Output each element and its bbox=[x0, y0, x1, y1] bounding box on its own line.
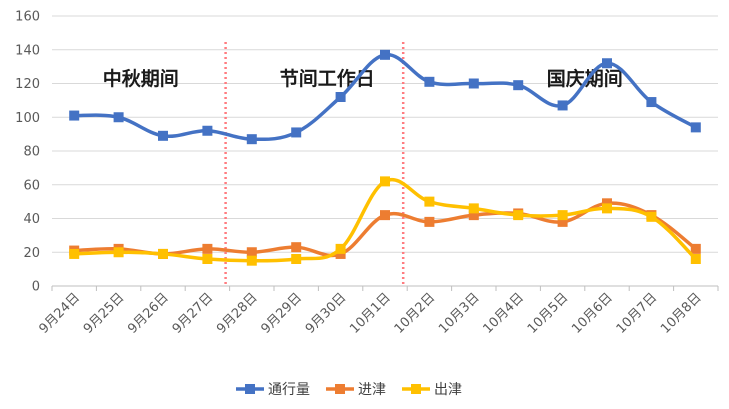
legend-item: 进津 bbox=[326, 382, 386, 398]
phase-annotation: 中秋期间 bbox=[103, 67, 179, 90]
data-point-marker bbox=[557, 216, 568, 227]
x-tick-label: 9月24日 bbox=[36, 290, 83, 337]
y-tick-label: 20 bbox=[23, 246, 40, 261]
data-point-marker bbox=[246, 134, 257, 145]
legend-swatch-marker bbox=[245, 384, 255, 394]
data-point-marker bbox=[335, 248, 346, 259]
data-point-marker bbox=[246, 247, 257, 258]
data-point-marker bbox=[602, 203, 612, 214]
legend: 通行量 进津 出津 bbox=[236, 382, 462, 398]
data-point-marker bbox=[513, 80, 524, 91]
data-point-marker bbox=[113, 112, 124, 123]
y-tick-label: 0 bbox=[32, 280, 40, 295]
data-point-marker bbox=[113, 247, 124, 258]
legend-swatch-marker bbox=[411, 384, 421, 394]
data-point-marker bbox=[424, 76, 435, 87]
data-point-marker bbox=[424, 216, 435, 227]
legend-item: 通行量 bbox=[236, 382, 310, 398]
y-tick-label: 60 bbox=[23, 178, 40, 193]
x-tick-label: 10月5日 bbox=[525, 290, 572, 337]
data-point-marker bbox=[291, 242, 302, 253]
x-tick-label: 9月27日 bbox=[170, 290, 217, 337]
data-point-marker bbox=[202, 125, 213, 136]
series-3 bbox=[69, 176, 701, 266]
legend-label: 出津 bbox=[434, 382, 462, 398]
legend-swatch-marker bbox=[335, 384, 345, 394]
phase-annotation: 节间工作日 bbox=[280, 67, 375, 90]
data-point-marker bbox=[246, 255, 257, 266]
data-point-marker bbox=[335, 92, 346, 102]
data-point-marker bbox=[690, 122, 701, 133]
x-tick-label: 10月6日 bbox=[569, 290, 616, 337]
data-point-marker bbox=[602, 198, 612, 209]
x-tick-label: 9月30日 bbox=[303, 290, 350, 337]
data-point-marker bbox=[69, 248, 80, 259]
data-point-marker bbox=[380, 49, 390, 60]
data-point-marker bbox=[468, 203, 479, 214]
data-point-marker bbox=[557, 100, 568, 111]
data-point-marker bbox=[690, 243, 701, 254]
x-tick-label: 10月1日 bbox=[347, 290, 394, 337]
data-point-marker bbox=[513, 210, 524, 221]
x-tick-label: 10月4日 bbox=[480, 290, 527, 337]
phase-annotation: 国庆期间 bbox=[547, 67, 623, 90]
data-point-marker bbox=[202, 254, 213, 264]
y-axis: 0 20 40 60 80 100 120 140 160 bbox=[15, 10, 40, 295]
data-point-marker bbox=[557, 210, 568, 221]
y-tick-label: 140 bbox=[15, 43, 40, 58]
data-point-marker bbox=[291, 254, 302, 264]
series-1 bbox=[69, 49, 701, 145]
data-point-marker bbox=[380, 210, 390, 221]
legend-label: 通行量 bbox=[268, 382, 310, 398]
legend-item: 出津 bbox=[402, 382, 462, 398]
x-tick-label: 9月28日 bbox=[214, 290, 261, 337]
series-lines bbox=[69, 49, 701, 266]
data-point-marker bbox=[646, 97, 657, 108]
data-point-marker bbox=[202, 243, 213, 254]
x-tick-label: 10月7日 bbox=[614, 290, 661, 337]
series-line bbox=[72, 177, 698, 263]
data-point-marker bbox=[468, 210, 479, 221]
x-axis: 9月24日9月25日9月26日9月27日9月28日9月29日9月30日10月1日… bbox=[36, 286, 719, 337]
data-point-marker bbox=[291, 127, 302, 138]
x-tick-label: 9月26日 bbox=[125, 290, 172, 337]
data-point-marker bbox=[380, 176, 390, 187]
y-tick-label: 160 bbox=[15, 10, 40, 25]
data-point-marker bbox=[69, 110, 80, 121]
data-point-marker bbox=[335, 243, 346, 254]
x-tick-label: 10月2日 bbox=[392, 290, 439, 337]
data-point-marker bbox=[424, 196, 435, 207]
y-tick-label: 120 bbox=[15, 77, 40, 92]
y-tick-label: 40 bbox=[23, 212, 40, 227]
data-point-marker bbox=[602, 58, 612, 69]
phase-dividers bbox=[224, 42, 405, 286]
data-point-marker bbox=[468, 78, 479, 89]
data-point-marker bbox=[158, 248, 168, 259]
x-tick-label: 10月8日 bbox=[658, 290, 705, 337]
data-point-marker bbox=[690, 254, 701, 264]
data-point-marker bbox=[158, 130, 168, 141]
x-tick-label: 9月29日 bbox=[258, 290, 305, 337]
y-tick-label: 80 bbox=[23, 145, 40, 160]
x-tick-label: 10月3日 bbox=[436, 290, 483, 337]
legend-label: 进津 bbox=[358, 382, 386, 398]
x-tick-label: 9月25日 bbox=[81, 290, 128, 337]
data-point-marker bbox=[646, 211, 657, 222]
y-tick-label: 100 bbox=[15, 111, 40, 126]
